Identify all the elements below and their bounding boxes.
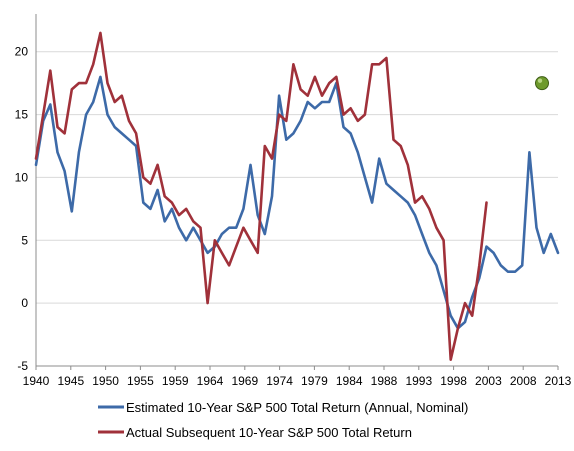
x-tick-label: 1988 (371, 374, 398, 388)
x-tick-label: 1993 (405, 374, 432, 388)
series-layer (34, 31, 560, 362)
x-tick-label: 1969 (231, 374, 258, 388)
y-tick-label: 15 (15, 108, 29, 122)
y-tick-label: 20 (15, 45, 29, 59)
x-tick-label: 1950 (92, 374, 119, 388)
x-tick-label: 1955 (127, 374, 154, 388)
series-line-estimated (34, 75, 560, 330)
x-tick-label: 2008 (510, 374, 537, 388)
y-tick-label: 5 (21, 233, 28, 247)
y-tick-label: 10 (15, 170, 29, 184)
y-tick-label: -5 (17, 359, 28, 373)
tick-label-layer: -5 0 5 10 15 20 1940 1945 1950 1955 1959 1964 1969 19… (15, 45, 572, 388)
highlight-point-marker (535, 76, 549, 91)
x-tick-label: 1959 (162, 374, 189, 388)
highlight-point-shine (537, 78, 543, 83)
x-tick-label: 1945 (57, 374, 84, 388)
x-tick-label: 1940 (23, 374, 50, 388)
axis-layer (35, 14, 559, 370)
legend-label: Estimated 10-Year S&P 500 Total Return (… (126, 400, 468, 415)
x-tick-label: 2013 (545, 374, 572, 388)
x-tick-label: 1984 (336, 374, 363, 388)
y-tick-label: 0 (21, 296, 28, 310)
series-line-actual (34, 31, 488, 362)
x-tick-label: 2003 (475, 374, 502, 388)
x-tick-label: 1979 (301, 374, 328, 388)
legend-label: Actual Subsequent 10-Year S&P 500 Total … (126, 425, 412, 440)
x-tick-label: 1964 (197, 374, 224, 388)
highlight-point-layer (535, 76, 549, 91)
legend: Estimated 10-Year S&P 500 Total Return (… (98, 400, 468, 440)
x-tick-label: 1974 (266, 374, 293, 388)
x-tick-label: 1998 (440, 374, 467, 388)
